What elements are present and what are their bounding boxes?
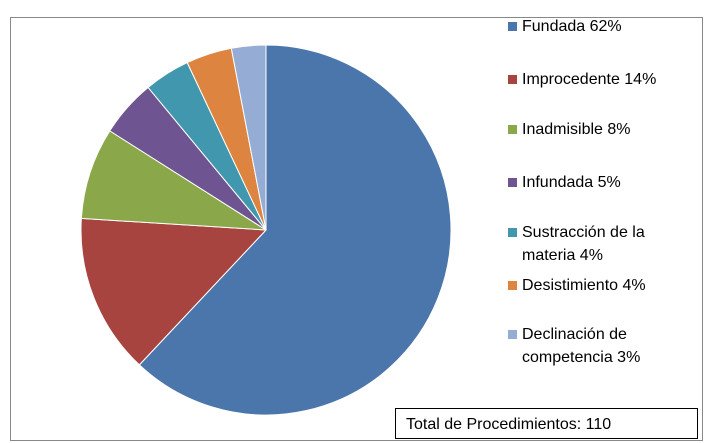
legend-label: Sustracción de la materia 4%: [522, 224, 645, 264]
legend-label: Inadmisible 8%: [522, 121, 631, 138]
legend-label: Declinación de competencia 3%: [522, 326, 641, 366]
chart-frame: [10, 17, 703, 441]
pie-slice: [230, 44, 267, 231]
legend-swatch: [508, 178, 517, 187]
pie-slice: [80, 130, 267, 231]
legend-swatch: [508, 75, 517, 84]
pie-slice: [80, 217, 268, 366]
legend-label: Fundada 62%: [522, 18, 622, 35]
legend-label: Desistimiento 4%: [522, 277, 646, 294]
legend-swatch: [508, 125, 517, 134]
legend-label: Improcedente 14%: [522, 71, 657, 88]
legend-swatch: [508, 330, 517, 339]
pie-slice: [138, 44, 452, 416]
legend-swatch: [508, 228, 517, 237]
legend-swatch: [508, 281, 517, 290]
total-annotation: Total de Procedimientos: 110: [395, 408, 698, 439]
legend-swatch: [508, 22, 517, 31]
legend-label: Infundada 5%: [522, 174, 621, 191]
